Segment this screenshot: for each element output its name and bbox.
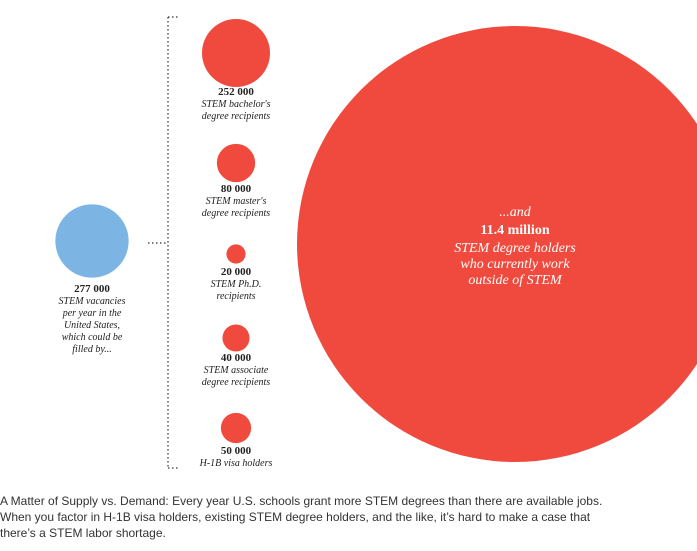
demand-bubble — [55, 204, 129, 278]
supply-label-line: STEM Ph.D. — [211, 279, 262, 290]
demand-label-line: STEM vacancies — [59, 296, 126, 307]
supply-label-line: STEM associate — [204, 365, 269, 376]
connector-lines — [148, 16, 180, 469]
caption-line-3: there’s a STEM labor shortage. — [0, 526, 166, 540]
supply-bubble — [220, 412, 252, 444]
outside-label-line: STEM degree holders — [454, 241, 576, 256]
demand-label-line: which could be — [62, 332, 123, 343]
supply-label-line: STEM bachelor's — [201, 99, 270, 110]
outside-lead: ...and — [499, 205, 532, 220]
supply-value: 40 000 — [221, 352, 252, 364]
outside-label-line: who currently work — [460, 257, 570, 272]
supply-label-line: degree recipients — [202, 111, 271, 122]
caption-line-1: A Matter of Supply vs. Demand: Every yea… — [0, 494, 603, 508]
outside-value: 11.4 million — [480, 223, 549, 238]
supply-label-line: H-1B visa holders — [199, 458, 273, 469]
chart-caption: A Matter of Supply vs. Demand: Every yea… — [0, 493, 690, 541]
outside-label-line: outside of STEM — [468, 273, 563, 288]
demand-value: 277 000 — [74, 283, 110, 295]
demand-label-line: United States, — [64, 320, 120, 331]
caption-line-2: When you factor in H-1B visa holders, ex… — [0, 510, 591, 524]
demand-label-line: filled by... — [72, 344, 111, 355]
supply-value: 80 000 — [221, 183, 252, 195]
supply-label-line: recipients — [216, 291, 255, 302]
supply-value: 20 000 — [221, 266, 252, 278]
bubbles — [55, 19, 697, 462]
supply-bubble — [216, 143, 256, 183]
supply-value: 252 000 — [218, 86, 254, 98]
supply-bubble — [226, 244, 246, 264]
supply-label-line: STEM master's — [206, 196, 267, 207]
supply-bubble — [202, 19, 270, 87]
supply-value: 50 000 — [221, 445, 252, 457]
demand-label-line: per year in the — [62, 308, 122, 319]
outside-stem-bubble — [297, 26, 697, 462]
supply-bubble — [222, 324, 250, 352]
supply-label-line: degree recipients — [202, 377, 271, 388]
supply-label-line: degree recipients — [202, 208, 271, 219]
